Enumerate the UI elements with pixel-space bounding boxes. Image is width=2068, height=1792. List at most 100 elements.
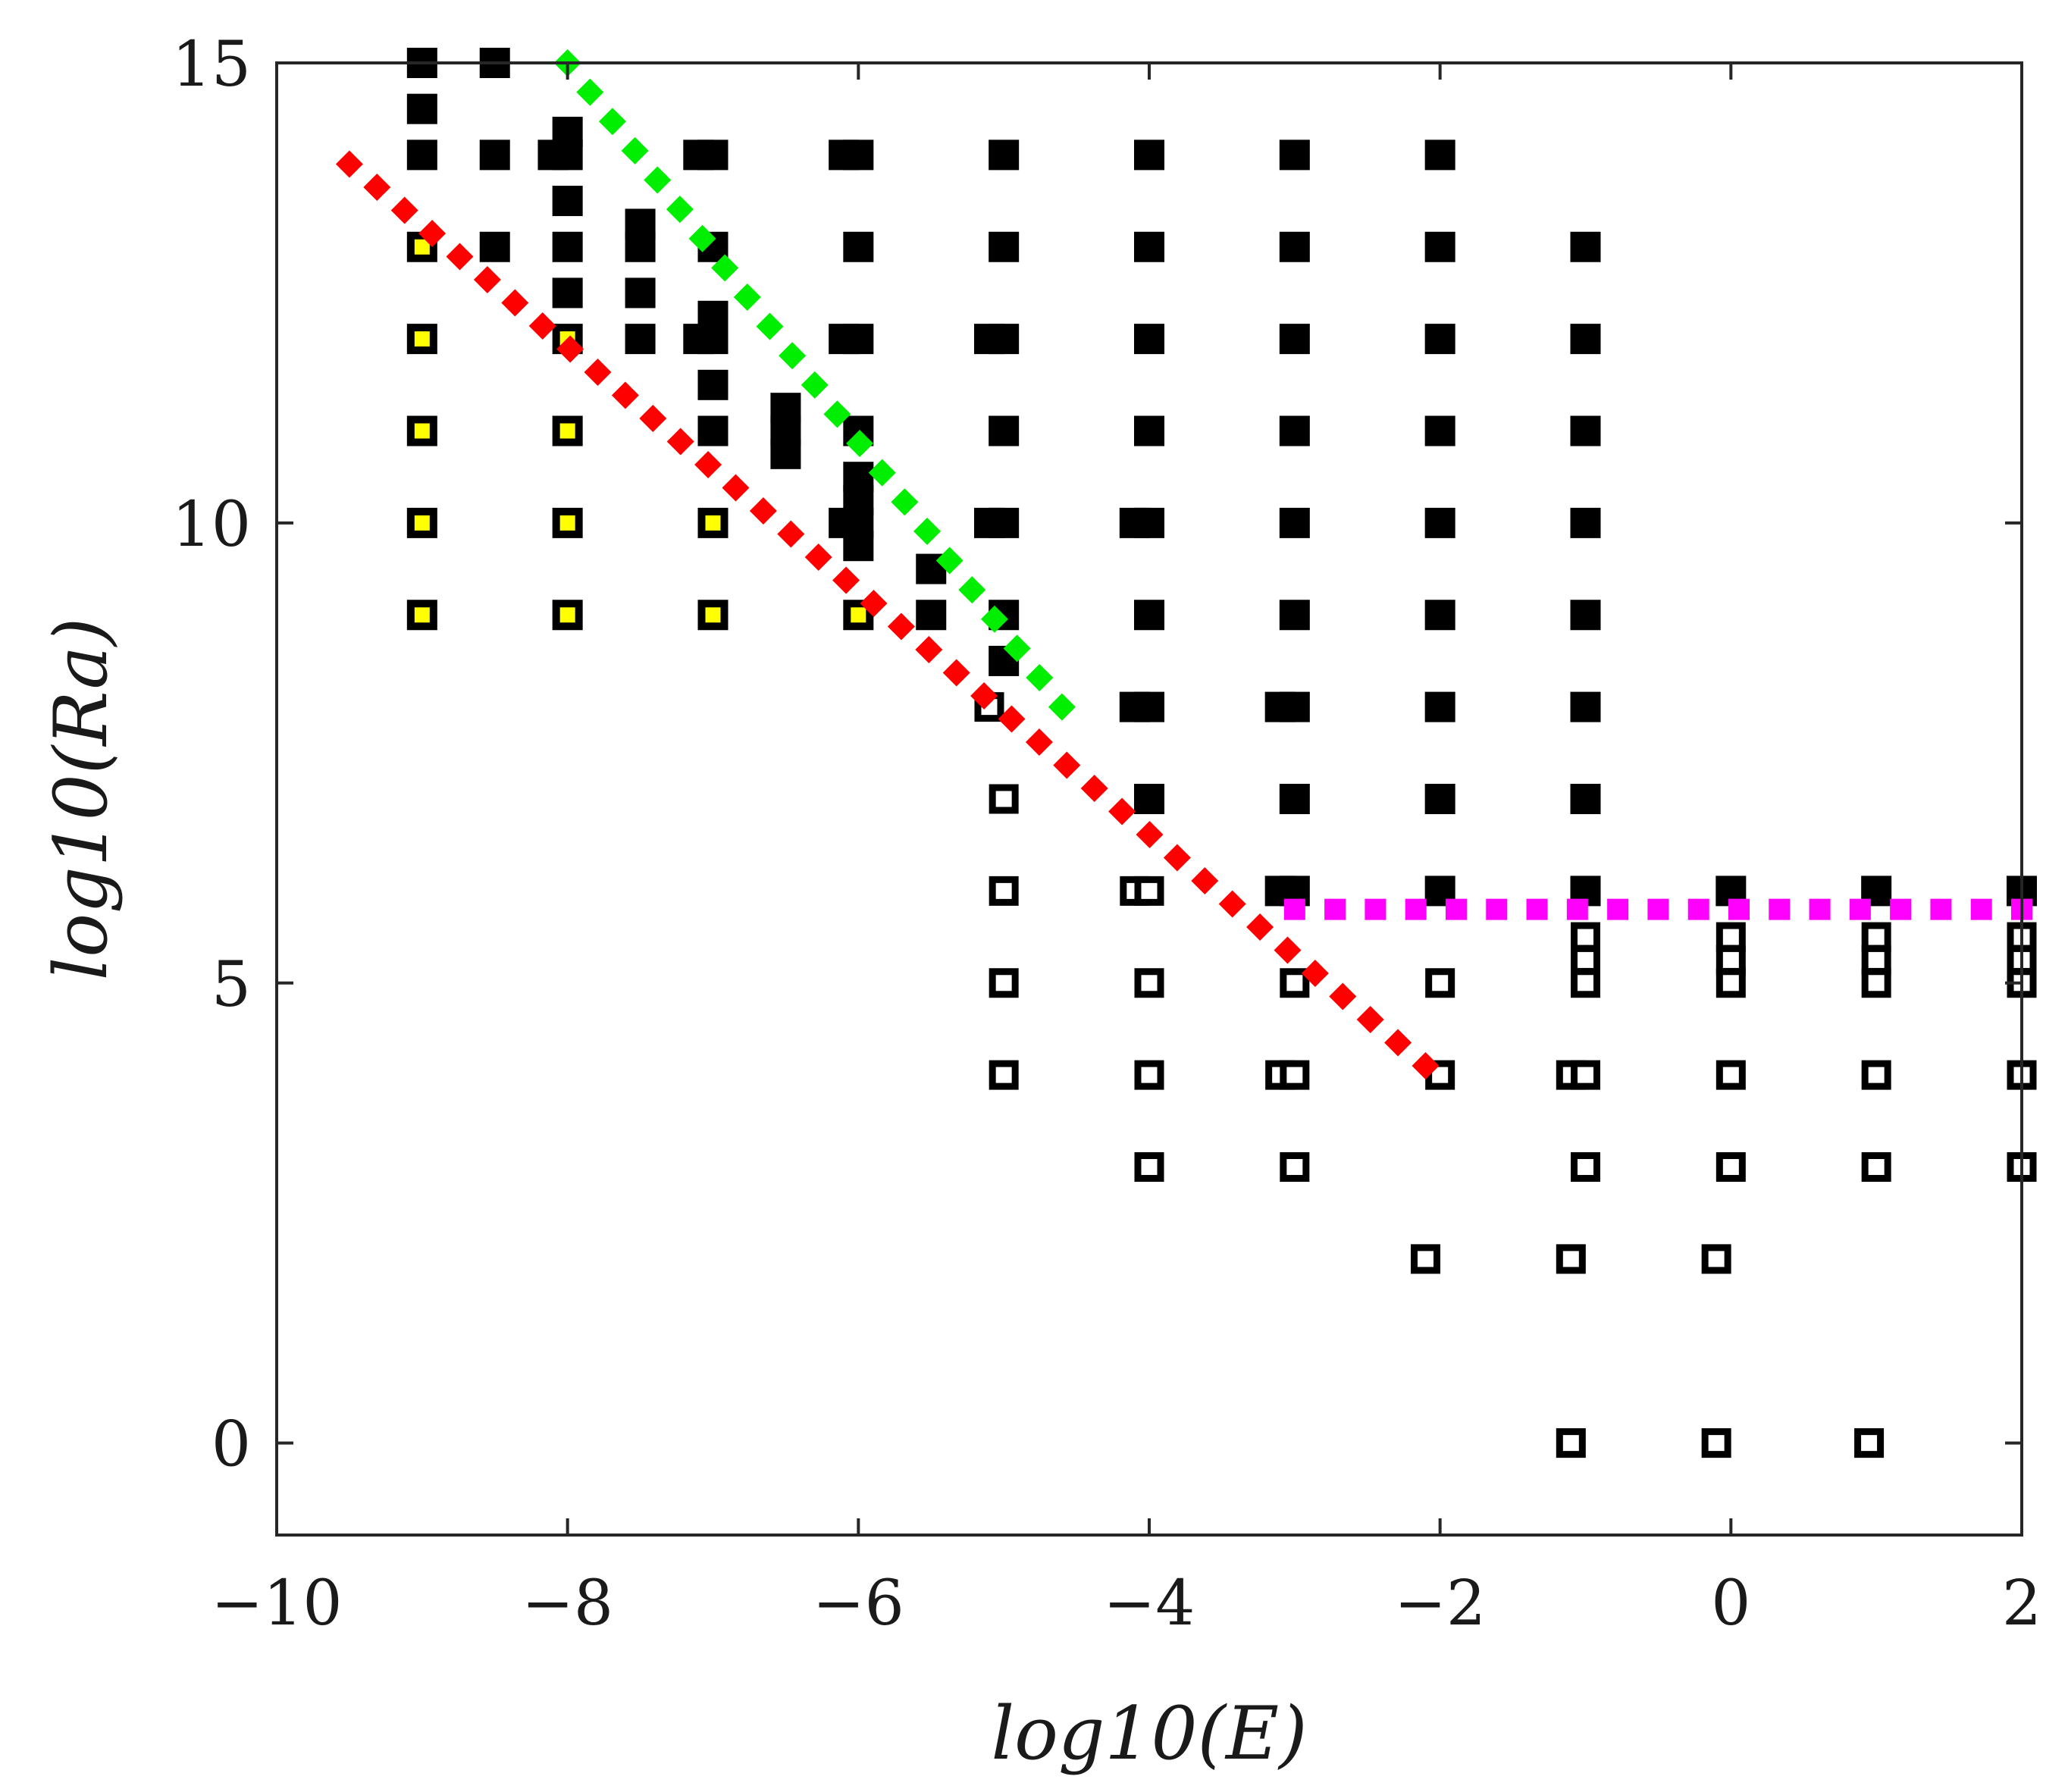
filled-marker bbox=[1570, 507, 1601, 538]
open-marker bbox=[1716, 1152, 1746, 1182]
open-marker bbox=[1556, 1244, 1586, 1274]
y-axis-label: log10(Ra) bbox=[39, 618, 124, 981]
open-marker bbox=[1280, 1152, 1310, 1182]
red-boundary-dot bbox=[639, 405, 667, 433]
filled-marker bbox=[479, 139, 510, 171]
magenta-boundary-dot bbox=[1566, 898, 1588, 920]
open-marker bbox=[1861, 945, 1891, 975]
filled-marker bbox=[1424, 324, 1455, 355]
open-marker bbox=[1861, 1060, 1891, 1090]
filled-marker bbox=[770, 438, 801, 469]
open-marker bbox=[1425, 968, 1455, 998]
filled-marker bbox=[1279, 415, 1310, 446]
open-marker bbox=[1571, 968, 1600, 998]
red-boundary-dot bbox=[418, 220, 446, 248]
markers-layer bbox=[406, 48, 2037, 1458]
magenta-boundary-dot bbox=[1486, 898, 1508, 920]
red-boundary-dot bbox=[1412, 1051, 1440, 1079]
open-marker bbox=[1571, 945, 1600, 975]
filled-marker bbox=[916, 600, 947, 631]
yellow-marker bbox=[406, 600, 437, 631]
green-boundary-dot bbox=[980, 605, 1008, 633]
filled-marker bbox=[1134, 324, 1164, 355]
green-boundary-dot bbox=[666, 196, 694, 224]
red-boundary-dot bbox=[942, 659, 970, 687]
yellow-marker bbox=[697, 600, 728, 631]
boundary-lines-layer bbox=[335, 49, 2032, 1079]
red-boundary-dot bbox=[832, 566, 860, 594]
x-tick-label: −8 bbox=[522, 1568, 613, 1640]
open-marker bbox=[1861, 922, 1891, 952]
filled-marker bbox=[1279, 324, 1310, 355]
filled-marker bbox=[1119, 691, 1150, 722]
filled-marker bbox=[697, 415, 728, 446]
red-boundary-dot bbox=[528, 312, 556, 340]
filled-marker bbox=[552, 186, 583, 217]
magenta-boundary-dot bbox=[1526, 898, 1548, 920]
filled-marker bbox=[1279, 139, 1310, 171]
red-boundary-dot bbox=[722, 474, 750, 502]
red-boundary-dot bbox=[1356, 1005, 1384, 1033]
filled-marker bbox=[1570, 691, 1601, 722]
open-marker bbox=[1701, 1428, 1731, 1458]
filled-marker bbox=[1134, 415, 1164, 446]
filled-marker bbox=[1134, 139, 1164, 171]
filled-marker bbox=[537, 139, 569, 171]
filled-marker bbox=[1264, 691, 1296, 722]
filled-marker bbox=[625, 231, 656, 262]
red-boundary-dot bbox=[666, 428, 694, 456]
x-tick-label: −6 bbox=[813, 1568, 904, 1640]
open-marker bbox=[1716, 945, 1746, 975]
green-boundary-dot bbox=[779, 342, 807, 370]
x-tick-label: −10 bbox=[211, 1568, 342, 1640]
red-boundary-dot bbox=[970, 681, 998, 710]
filled-marker bbox=[1134, 231, 1164, 262]
red-boundary-dot bbox=[1136, 820, 1164, 848]
green-boundary-dot bbox=[688, 224, 716, 252]
magenta-boundary-dot bbox=[1647, 898, 1669, 920]
x-tick-label: 2 bbox=[2002, 1568, 2041, 1640]
filled-marker bbox=[829, 324, 860, 355]
green-boundary-dot bbox=[711, 254, 739, 282]
open-marker bbox=[989, 784, 1019, 814]
x-tick-label: −4 bbox=[1104, 1568, 1195, 1640]
open-marker bbox=[989, 1060, 1019, 1090]
filled-marker bbox=[479, 231, 510, 262]
y-tick-label: 5 bbox=[212, 949, 251, 1021]
green-boundary-dot bbox=[935, 547, 964, 575]
green-boundary-dot bbox=[1003, 634, 1031, 663]
red-boundary-dot bbox=[1246, 913, 1274, 941]
yellow-marker bbox=[406, 507, 437, 538]
open-marker bbox=[1861, 1152, 1891, 1182]
red-boundary-dot bbox=[887, 612, 915, 641]
open-marker bbox=[1861, 968, 1891, 998]
green-boundary-dot bbox=[913, 517, 942, 545]
filled-marker bbox=[1279, 600, 1310, 631]
open-marker bbox=[1716, 968, 1746, 998]
red-boundary-dot bbox=[998, 705, 1026, 733]
magenta-boundary-dot bbox=[1405, 898, 1427, 920]
open-marker bbox=[1134, 968, 1164, 998]
green-boundary-dot bbox=[733, 283, 761, 311]
filled-marker bbox=[1424, 507, 1455, 538]
filled-marker bbox=[406, 93, 437, 124]
red-boundary-dot bbox=[363, 174, 391, 202]
magenta-boundary-dot bbox=[1970, 898, 1992, 920]
open-marker bbox=[1410, 1244, 1440, 1274]
filled-marker bbox=[843, 231, 874, 262]
yellow-marker bbox=[552, 507, 583, 538]
x-tick-label: −2 bbox=[1394, 1568, 1486, 1640]
filled-marker bbox=[973, 507, 1004, 538]
yellow-marker bbox=[406, 415, 437, 446]
red-boundary-dot bbox=[1329, 982, 1357, 1010]
open-marker bbox=[1134, 1152, 1164, 1182]
filled-marker bbox=[1570, 415, 1601, 446]
filled-marker bbox=[1279, 784, 1310, 814]
open-marker bbox=[1571, 1060, 1600, 1090]
red-boundary-dot bbox=[1053, 751, 1081, 779]
red-boundary-dot bbox=[1025, 728, 1053, 756]
green-boundary-dot bbox=[958, 576, 986, 604]
filled-marker bbox=[552, 277, 583, 309]
filled-marker bbox=[552, 231, 583, 262]
